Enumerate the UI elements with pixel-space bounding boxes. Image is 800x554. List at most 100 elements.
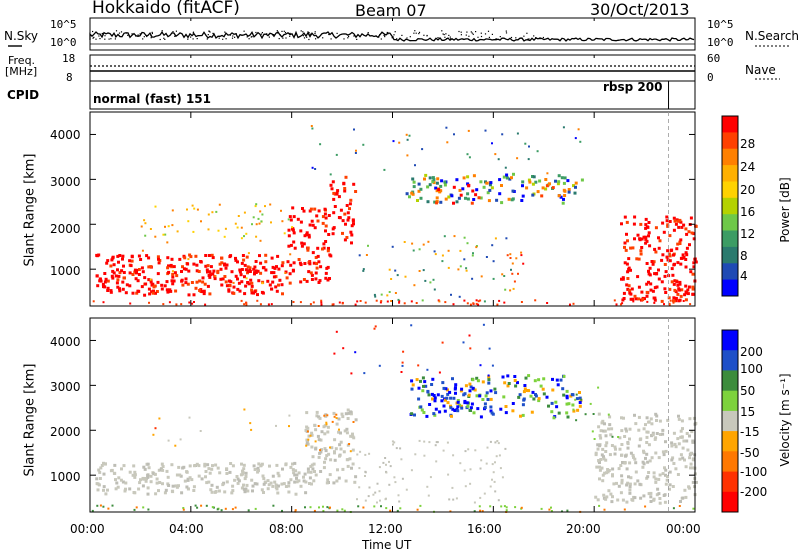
power-cell — [567, 188, 571, 191]
velocity-cell — [230, 491, 234, 495]
power-cell — [465, 269, 468, 272]
noise-dot — [192, 31, 195, 33]
power-cell — [109, 289, 113, 293]
power-cell — [354, 152, 357, 154]
power-cell — [341, 231, 344, 235]
power-cell — [277, 267, 281, 271]
power-cell — [475, 245, 478, 247]
power-cell — [466, 197, 470, 201]
power-cell — [247, 252, 250, 255]
velocity-cell — [511, 402, 515, 405]
velocity-cell — [451, 407, 455, 411]
power-cell — [341, 219, 345, 223]
power-cell — [238, 268, 242, 272]
noise-dot — [175, 30, 177, 32]
power-cell — [184, 277, 188, 281]
power-cell — [644, 241, 648, 245]
velocity-cell — [242, 463, 246, 467]
velocity-cell — [313, 470, 316, 473]
velocity-cell — [185, 470, 189, 474]
xtick-1600: 16:00 — [467, 522, 502, 536]
power-cell — [264, 260, 268, 264]
velocity-cell — [272, 504, 275, 507]
power-cell — [305, 231, 309, 235]
noise-dot — [418, 33, 420, 35]
noise-dot — [98, 35, 100, 37]
velocity-cell — [626, 481, 630, 485]
velocity-cell — [469, 406, 473, 410]
noise-dot — [426, 34, 428, 37]
power-cell — [392, 140, 395, 143]
velocity-cell — [397, 494, 400, 497]
velocity-cell — [362, 506, 365, 509]
power-cell — [422, 269, 425, 272]
velocity-cell — [417, 386, 421, 390]
velocity-cell — [656, 487, 660, 491]
velocity-cell — [627, 475, 630, 479]
velocity-cell — [182, 507, 185, 509]
velocity-cell — [276, 471, 280, 475]
velocity-cell — [604, 434, 608, 438]
power-cell — [320, 301, 323, 304]
power-cell — [510, 268, 512, 271]
power-cell — [615, 303, 618, 306]
power-cell — [375, 299, 378, 302]
power-cell — [311, 127, 314, 130]
power-cell — [293, 246, 297, 250]
power-cell — [135, 269, 139, 272]
noise-dot — [387, 33, 389, 35]
power-cell — [266, 279, 270, 283]
noise-dot — [300, 30, 302, 32]
velocity-cell — [681, 446, 685, 450]
velocity-cell — [266, 479, 270, 483]
vel-cb-tick-50: 50 — [740, 384, 756, 398]
velocity-cell — [346, 464, 350, 468]
power-cell — [441, 260, 444, 263]
velocity-cell — [646, 460, 650, 464]
noise-dot — [510, 36, 513, 39]
noise-dot — [401, 34, 403, 36]
velocity-cell — [142, 506, 145, 509]
velocity-cell — [313, 423, 317, 427]
power-cell — [391, 245, 394, 248]
freq-label-2: [MHz] — [5, 65, 38, 78]
velocity-cell — [326, 425, 330, 429]
power-cell — [556, 182, 560, 186]
velocity-cell — [146, 474, 150, 477]
power-cell — [128, 284, 132, 288]
power-cell — [471, 189, 475, 193]
power-cb-tick-20: 20 — [740, 183, 756, 197]
velocity-cell — [489, 405, 493, 409]
velocity-cell — [350, 372, 353, 375]
power-cell — [243, 211, 246, 214]
velocity-cell — [602, 455, 605, 459]
velocity-cell — [231, 464, 235, 468]
velocity-cell — [601, 473, 605, 477]
velocity-cell — [205, 504, 208, 507]
velocity-cell — [652, 475, 656, 479]
xtick-2000: 20:00 — [566, 522, 601, 536]
velocity-cell — [631, 453, 635, 457]
noise-dot — [314, 31, 316, 33]
power-cell — [453, 133, 455, 136]
velocity-cell — [679, 429, 683, 433]
power-cell — [255, 223, 258, 226]
velocity-cell — [517, 395, 521, 399]
velocity-cell — [484, 394, 488, 398]
velocity-cell — [550, 510, 553, 512]
velocity-cell — [352, 436, 356, 440]
power-cell — [663, 263, 667, 266]
power-cell — [633, 237, 636, 241]
power-cell — [254, 269, 258, 273]
power-cell — [520, 254, 523, 257]
power-cell — [468, 156, 471, 159]
noise-dot — [499, 36, 501, 38]
velocity-cell — [674, 445, 678, 449]
noise-dot — [108, 38, 110, 40]
velocity-cell — [472, 411, 476, 415]
power-cell — [439, 200, 443, 204]
velocity-cell — [163, 491, 167, 495]
velocity-cell — [185, 485, 189, 489]
noise-dot — [505, 30, 507, 32]
velocity-cell — [663, 500, 667, 504]
